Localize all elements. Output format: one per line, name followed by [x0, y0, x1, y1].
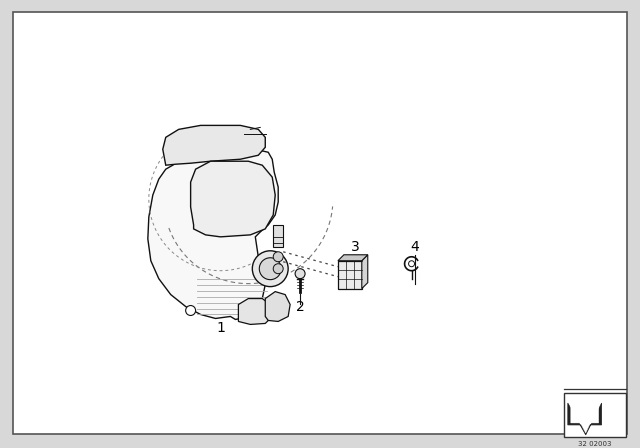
Text: 32 02003: 32 02003 [578, 441, 611, 447]
Polygon shape [571, 405, 598, 433]
Circle shape [186, 306, 196, 315]
Polygon shape [191, 161, 275, 237]
Polygon shape [238, 298, 272, 324]
Polygon shape [163, 125, 265, 165]
Text: 4: 4 [410, 240, 419, 254]
Bar [564, 393, 625, 437]
Circle shape [259, 258, 281, 280]
FancyBboxPatch shape [338, 261, 362, 289]
Polygon shape [148, 149, 278, 319]
Polygon shape [568, 403, 602, 435]
Text: 1: 1 [216, 321, 225, 336]
Circle shape [295, 269, 305, 279]
Polygon shape [362, 255, 368, 289]
Text: 2: 2 [296, 300, 305, 314]
Circle shape [273, 264, 283, 274]
Circle shape [252, 251, 288, 287]
Bar [273, 225, 283, 247]
Polygon shape [338, 255, 368, 261]
Circle shape [244, 309, 252, 316]
Polygon shape [265, 292, 290, 322]
Circle shape [273, 252, 283, 262]
Circle shape [408, 261, 415, 267]
Text: 3: 3 [351, 240, 359, 254]
